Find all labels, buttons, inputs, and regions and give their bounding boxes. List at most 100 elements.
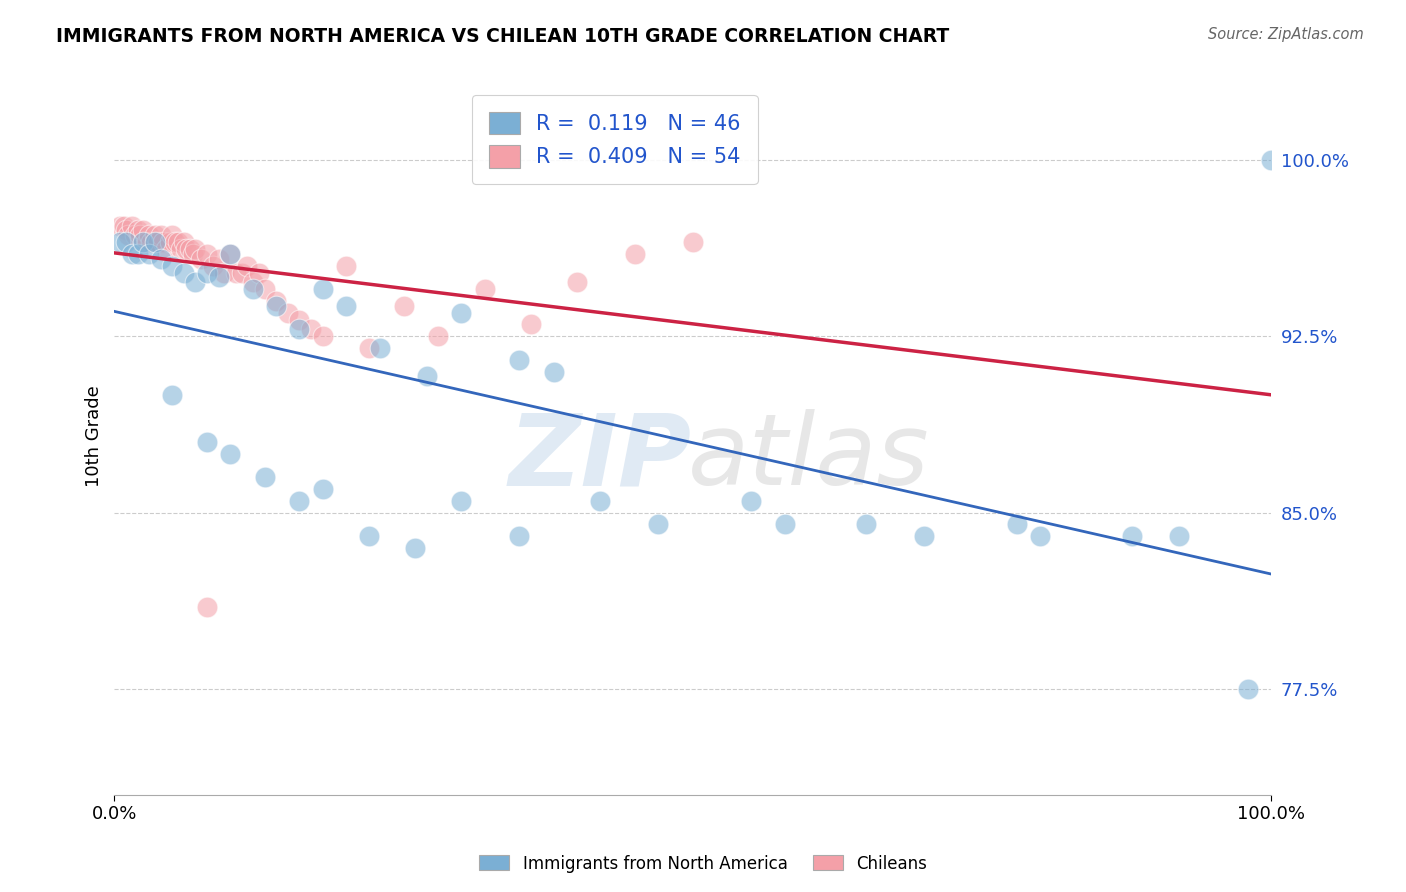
Point bbox=[195, 599, 218, 614]
Point bbox=[236, 259, 259, 273]
Point bbox=[124, 228, 146, 243]
Point bbox=[357, 529, 380, 543]
Point bbox=[520, 318, 543, 332]
Point bbox=[311, 482, 333, 496]
Point bbox=[195, 266, 218, 280]
Point bbox=[167, 235, 190, 249]
Point bbox=[624, 247, 647, 261]
Point bbox=[370, 341, 392, 355]
Point bbox=[173, 235, 195, 249]
Point bbox=[207, 270, 229, 285]
Legend: Immigrants from North America, Chileans: Immigrants from North America, Chileans bbox=[472, 848, 934, 880]
Point bbox=[108, 235, 131, 249]
Point bbox=[219, 247, 242, 261]
Point bbox=[231, 266, 253, 280]
Point bbox=[195, 435, 218, 450]
Point bbox=[1167, 529, 1189, 543]
Point bbox=[247, 266, 270, 280]
Point bbox=[1237, 682, 1260, 697]
Point bbox=[121, 247, 143, 261]
Point bbox=[277, 306, 299, 320]
Point bbox=[266, 293, 288, 308]
Point bbox=[855, 517, 877, 532]
Point bbox=[775, 517, 797, 532]
Point bbox=[299, 322, 322, 336]
Point bbox=[195, 247, 218, 261]
Point bbox=[1005, 517, 1028, 532]
Point bbox=[682, 235, 704, 249]
Point bbox=[311, 329, 333, 343]
Point bbox=[335, 299, 357, 313]
Point bbox=[427, 329, 450, 343]
Point bbox=[132, 235, 155, 249]
Point bbox=[121, 219, 143, 233]
Point bbox=[415, 369, 437, 384]
Point bbox=[214, 266, 236, 280]
Point bbox=[149, 228, 172, 243]
Point bbox=[335, 259, 357, 273]
Point bbox=[138, 228, 160, 243]
Point bbox=[173, 266, 195, 280]
Point bbox=[127, 247, 149, 261]
Point bbox=[159, 235, 181, 249]
Point bbox=[1121, 529, 1143, 543]
Point bbox=[152, 235, 174, 249]
Point bbox=[508, 352, 530, 367]
Point bbox=[132, 223, 155, 237]
Point bbox=[450, 494, 472, 508]
Point bbox=[190, 252, 212, 266]
Y-axis label: 10th Grade: 10th Grade bbox=[86, 385, 103, 487]
Point bbox=[117, 228, 139, 243]
Point bbox=[143, 235, 166, 249]
Point bbox=[112, 219, 135, 233]
Point bbox=[219, 447, 242, 461]
Point bbox=[647, 517, 669, 532]
Point bbox=[253, 470, 276, 484]
Point bbox=[115, 235, 138, 249]
Text: atlas: atlas bbox=[688, 409, 929, 507]
Point bbox=[288, 322, 311, 336]
Point bbox=[450, 306, 472, 320]
Point bbox=[115, 223, 138, 237]
Point bbox=[155, 242, 177, 256]
Point bbox=[242, 282, 264, 296]
Point bbox=[565, 275, 588, 289]
Point bbox=[108, 219, 131, 233]
Text: IMMIGRANTS FROM NORTH AMERICA VS CHILEAN 10TH GRADE CORRELATION CHART: IMMIGRANTS FROM NORTH AMERICA VS CHILEAN… bbox=[56, 27, 949, 45]
Legend: R =  0.119   N = 46, R =  0.409   N = 54: R = 0.119 N = 46, R = 0.409 N = 54 bbox=[472, 95, 758, 185]
Point bbox=[225, 266, 247, 280]
Point bbox=[179, 242, 201, 256]
Text: Source: ZipAtlas.com: Source: ZipAtlas.com bbox=[1208, 27, 1364, 42]
Point bbox=[288, 494, 311, 508]
Point bbox=[141, 235, 163, 249]
Point bbox=[253, 282, 276, 296]
Point bbox=[404, 541, 426, 555]
Text: ZIP: ZIP bbox=[509, 409, 692, 507]
Point bbox=[184, 242, 207, 256]
Point bbox=[162, 228, 184, 243]
Point bbox=[392, 299, 415, 313]
Point bbox=[127, 223, 149, 237]
Point bbox=[912, 529, 935, 543]
Point bbox=[163, 235, 186, 249]
Point bbox=[184, 275, 207, 289]
Point bbox=[135, 235, 157, 249]
Point bbox=[149, 252, 172, 266]
Point bbox=[311, 282, 333, 296]
Point bbox=[148, 235, 170, 249]
Point bbox=[174, 242, 197, 256]
Point bbox=[740, 494, 762, 508]
Point bbox=[288, 313, 311, 327]
Point bbox=[266, 299, 288, 313]
Point bbox=[508, 529, 530, 543]
Point bbox=[589, 494, 612, 508]
Point bbox=[201, 259, 224, 273]
Point bbox=[474, 282, 496, 296]
Point bbox=[1260, 153, 1282, 167]
Point bbox=[170, 242, 193, 256]
Point bbox=[357, 341, 380, 355]
Point bbox=[128, 228, 150, 243]
Point bbox=[219, 247, 242, 261]
Point bbox=[162, 388, 184, 402]
Point bbox=[242, 275, 264, 289]
